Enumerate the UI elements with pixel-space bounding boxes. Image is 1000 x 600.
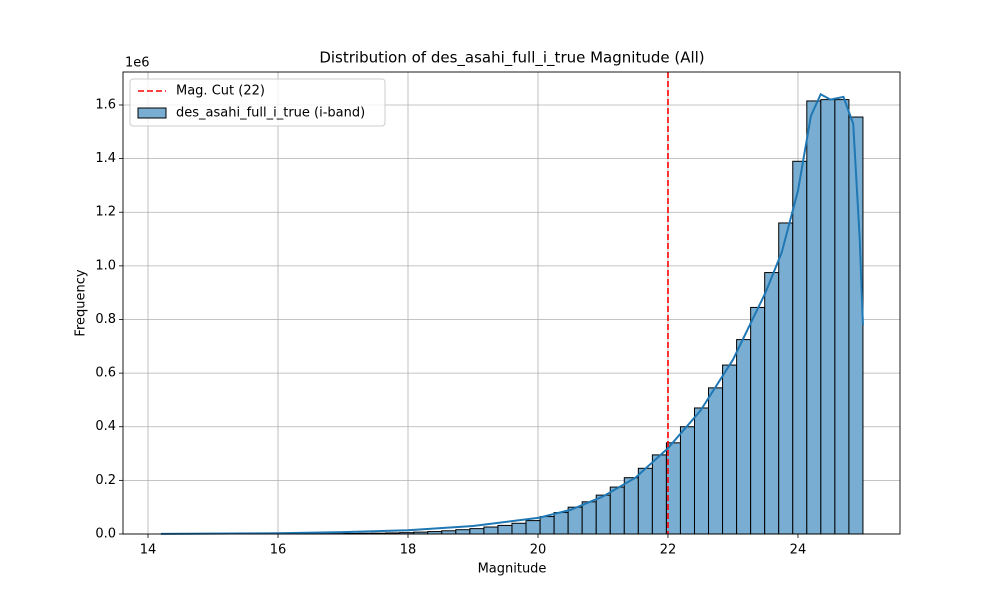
- legend-box: [129, 78, 386, 127]
- bar: [525, 520, 541, 535]
- x-tick-label: 24: [790, 543, 807, 558]
- bar: [511, 522, 527, 535]
- bar: [609, 486, 625, 535]
- bar: [469, 528, 485, 535]
- bar: [539, 516, 555, 535]
- bar: [820, 99, 836, 535]
- y-tick-label: 0.4: [95, 419, 116, 434]
- bar: [483, 526, 499, 535]
- bar: [623, 477, 639, 535]
- chart-title: Distribution of des_asahi_full_i_true Ma…: [319, 49, 704, 68]
- bar: [722, 364, 738, 535]
- bar: [792, 160, 808, 535]
- x-axis-label: Magnitude: [478, 562, 547, 577]
- y-tick-label: 0.6: [95, 366, 116, 381]
- y-tick-label: 0.8: [95, 312, 116, 327]
- x-tick-label: 16: [270, 543, 287, 558]
- kde-line: [161, 92, 864, 535]
- bar: [708, 387, 724, 535]
- x-tick-label: 20: [530, 543, 547, 558]
- bar: [637, 467, 653, 535]
- y-tick-label: 1.2: [95, 205, 116, 220]
- x-tick-label: 18: [400, 543, 417, 558]
- bar: [693, 407, 710, 535]
- x-tick-label: 14: [140, 543, 157, 558]
- bar: [441, 530, 457, 535]
- y-tick-label: 1.0: [95, 258, 116, 273]
- y-offset-label: 1e6: [125, 56, 150, 71]
- bar: [581, 501, 597, 535]
- y-axis-label: Frequency: [74, 269, 89, 336]
- plot-frame: [122, 71, 901, 535]
- bar: [567, 506, 583, 535]
- bar: [553, 512, 569, 535]
- legend-label: des_asahi_full_i_true (i-band): [176, 106, 365, 121]
- bar: [764, 272, 780, 535]
- bar: [595, 494, 611, 535]
- y-tick-label: 1.6: [95, 97, 116, 112]
- bar: [834, 99, 850, 535]
- bar: [455, 529, 471, 535]
- bar: [806, 100, 822, 535]
- legend-swatch: [137, 107, 167, 119]
- bar: [497, 524, 513, 535]
- bar: [679, 426, 695, 535]
- x-tick-label: 22: [660, 543, 677, 558]
- bar: [778, 222, 794, 535]
- legend-label: Mag. Cut (22): [176, 84, 265, 99]
- y-tick-label: 1.4: [95, 151, 116, 166]
- bar: [750, 306, 766, 535]
- bar: [736, 339, 752, 535]
- y-tick-label: 0.2: [95, 473, 116, 488]
- bar: [651, 454, 667, 535]
- y-tick-label: 0.0: [95, 527, 116, 542]
